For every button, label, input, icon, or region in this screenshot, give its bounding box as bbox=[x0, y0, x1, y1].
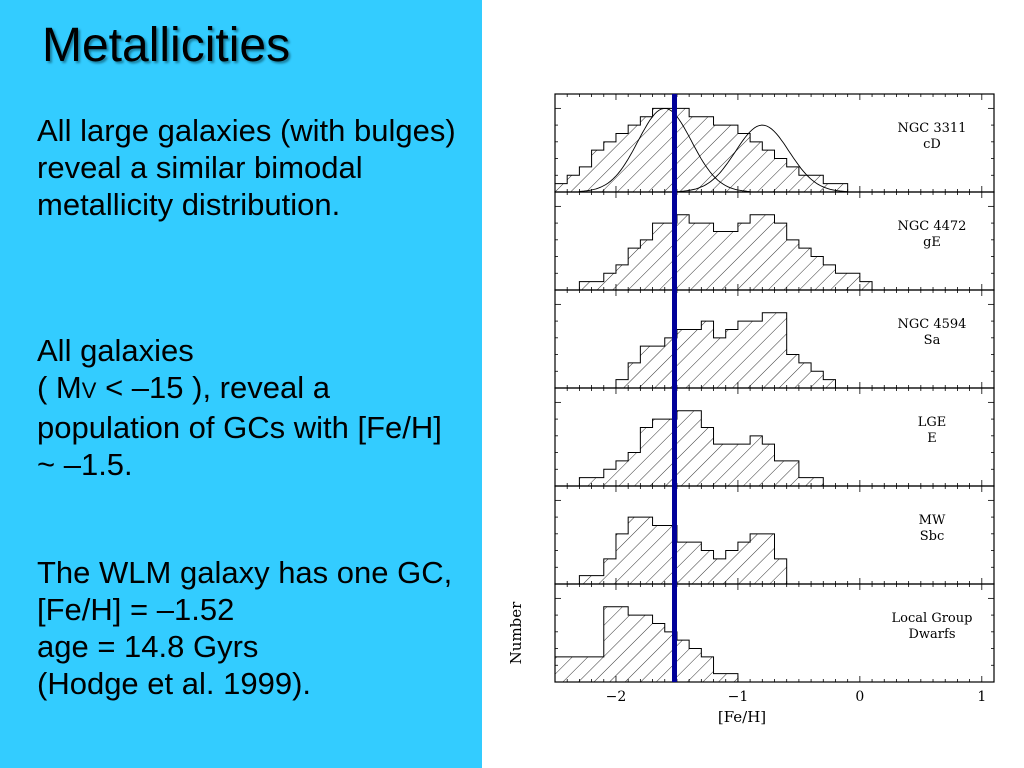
magnitude-subscript: V bbox=[81, 378, 97, 403]
x-axis-label: [Fe/H] bbox=[718, 708, 766, 726]
panel-galaxy-name: LGE bbox=[918, 415, 947, 430]
x-tick-label: 0 bbox=[855, 689, 864, 705]
panel-galaxy-name: Local Group bbox=[892, 611, 973, 626]
paragraph-wlm: The WLM galaxy has one GC, [Fe/H] = –1.5… bbox=[37, 554, 467, 702]
left-text-panel: Metallicities All large galaxies (with b… bbox=[0, 0, 482, 768]
x-tick-label: −2 bbox=[606, 689, 627, 705]
paragraph-bimodal: All large galaxies (with bulges) reveal … bbox=[37, 113, 456, 222]
gaussian-fit-curve bbox=[578, 107, 750, 192]
gaussian-fit-curve bbox=[676, 124, 848, 193]
panel-galaxy-type: Dwarfs bbox=[909, 627, 956, 642]
paragraph-wlm-line1: The WLM galaxy has one GC, [Fe/H] = –1.5… bbox=[37, 555, 453, 627]
panel-galaxy-type: Sa bbox=[924, 333, 941, 348]
slide-title: Metallicities bbox=[42, 19, 291, 72]
x-tick-label: −1 bbox=[728, 689, 749, 705]
paragraph-population: All galaxies( MV < –15 ), reveal a popul… bbox=[37, 332, 467, 483]
panel-galaxy-name: NGC 4594 bbox=[898, 317, 967, 332]
paragraph-population-line1: All galaxies bbox=[37, 333, 194, 368]
panel-galaxy-type: gE bbox=[923, 235, 941, 250]
panel-galaxy-type: cD bbox=[923, 137, 941, 152]
paragraph-wlm-age: age = 14.8 Gyrs bbox=[37, 629, 259, 664]
panel-galaxy-name: NGC 4472 bbox=[898, 219, 967, 234]
y-axis-label: Number bbox=[507, 601, 525, 664]
paragraph-population-rest: < –15 ), reveal a population of GCs with… bbox=[37, 370, 442, 482]
x-tick-label: 1 bbox=[977, 689, 986, 705]
paragraph-wlm-ref: (Hodge et al. 1999). bbox=[37, 666, 312, 701]
paragraph-population-mag: ( M bbox=[37, 370, 82, 405]
panel-galaxy-name: MW bbox=[919, 513, 946, 528]
panel-galaxy-type: E bbox=[927, 431, 937, 446]
panel-galaxy-type: Sbc bbox=[920, 529, 945, 544]
panel-galaxy-name: NGC 3311 bbox=[898, 121, 967, 136]
